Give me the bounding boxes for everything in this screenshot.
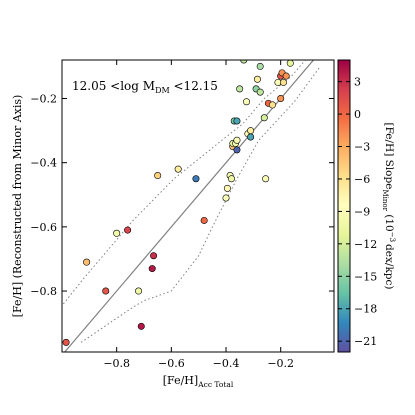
colorbar-label-base: [Fe/H] Slope (383, 122, 395, 189)
one-to-one-line (64, 60, 314, 352)
y-tick-label: −0.2 (30, 93, 57, 106)
data-point (233, 117, 241, 125)
data-point (256, 88, 264, 96)
colorbar-tick-label: −12 (354, 238, 377, 251)
data-point (124, 226, 132, 234)
x-axis-ticks: −0.8 −0.6 −0.4 −0.2 (103, 60, 294, 370)
colorbar-tick-label: −6 (354, 173, 370, 186)
data-point (102, 287, 110, 295)
colorbar-tick-label: −18 (354, 303, 377, 316)
annotation-base: 12.05 <log M (72, 79, 155, 93)
data-point (137, 322, 145, 330)
data-point (223, 184, 231, 192)
data-point (83, 258, 91, 266)
data-points (62, 60, 294, 346)
plot-area: −0.8 −0.6 −0.4 −0.2 −0.8 −0.6 −0.4 −0.2 (30, 59, 335, 370)
colorbar-tick-label: 0 (354, 108, 361, 121)
data-point (200, 216, 208, 224)
colorbar-label: [Fe/H] SlopeMinor (10−3 dex/kpc) (381, 122, 396, 289)
x-axis-label-base: [Fe/H] (163, 374, 198, 387)
data-point (113, 229, 121, 237)
envelope-lower-line (80, 66, 321, 343)
data-point (62, 338, 70, 346)
colorbar-tick-label: 3 (354, 76, 361, 89)
mass-range-annotation: 12.05 <log MDM <12.15 (72, 79, 218, 95)
data-point (233, 146, 241, 154)
data-point (236, 85, 244, 93)
data-point (260, 114, 268, 122)
y-axis-ticks: −0.8 −0.6 −0.4 −0.2 (30, 93, 334, 298)
data-point (192, 175, 200, 183)
colorbar-tick-label: −15 (354, 270, 377, 283)
data-point (268, 101, 276, 109)
data-point (262, 175, 270, 183)
colorbar-label-sup: −3 (388, 232, 396, 242)
data-point (222, 194, 230, 202)
data-point (282, 72, 290, 80)
data-point (148, 265, 156, 273)
y-axis-label: [Fe/H] (Reconstructed from Minor Axis) (11, 95, 24, 318)
colorbar-gradient (337, 59, 351, 353)
annotation-tail: <12.15 (170, 79, 218, 93)
data-point (286, 60, 294, 67)
data-point (243, 98, 251, 106)
data-point (277, 95, 285, 103)
data-point (247, 127, 255, 135)
data-point (154, 172, 162, 180)
colorbar-label-sub: Minor (381, 189, 389, 211)
y-tick-label: −0.6 (30, 221, 57, 234)
data-point (227, 175, 235, 183)
colorbar-label-tail: (10 (383, 211, 395, 232)
x-axis-label: [Fe/H]Acc Total (163, 374, 234, 389)
colorbar: 3 0 −3 −6 −9 −12 −15 −18 −21 [Fe/H] SlopeMinor (… (337, 59, 396, 353)
colorbar-label-end: dex/kpc) (383, 244, 395, 289)
data-point (240, 60, 248, 64)
colorbar-tick-label: −3 (354, 141, 370, 154)
x-axis-label-sub: Acc Total (197, 380, 234, 389)
plot-frame (61, 59, 335, 353)
data-point (256, 62, 264, 70)
y-tick-label: −0.8 (30, 285, 57, 298)
data-point (174, 165, 182, 173)
data-point (150, 252, 158, 260)
x-tick-label: −0.4 (213, 357, 240, 370)
data-point (247, 133, 255, 141)
dispersion-envelope (63, 60, 321, 343)
data-point (279, 78, 287, 86)
colorbar-tick-label: −9 (354, 205, 370, 218)
annotation-sub: DM (155, 86, 170, 95)
x-tick-label: −0.8 (103, 357, 130, 370)
x-tick-label: −0.2 (267, 357, 294, 370)
x-tick-label: −0.6 (158, 357, 185, 370)
y-tick-label: −0.4 (30, 157, 57, 170)
data-point (253, 75, 261, 83)
data-point (135, 287, 143, 295)
envelope-upper-line (63, 60, 306, 305)
colorbar-ticks: 3 0 −3 −6 −9 −12 −15 −18 −21 (338, 76, 377, 348)
colorbar-tick-label: −21 (354, 335, 377, 348)
data-point (233, 136, 241, 144)
